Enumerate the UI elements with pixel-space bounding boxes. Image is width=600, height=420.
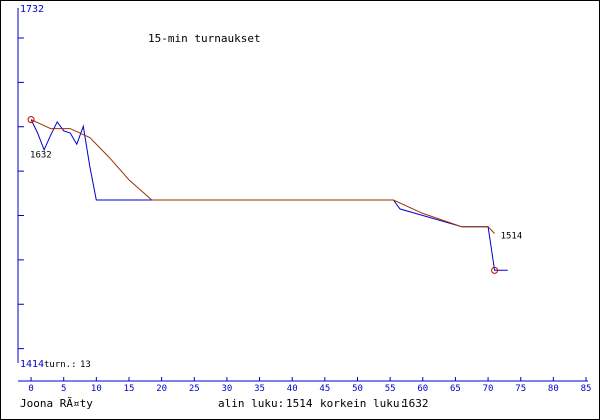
x-tick-label: 60	[417, 384, 428, 394]
x-tick-label: 45	[319, 384, 330, 394]
x-tick-label: 15	[124, 384, 135, 394]
point-marker-2	[491, 266, 499, 274]
series-layer	[30, 119, 508, 271]
x-tick-label: 80	[548, 384, 559, 394]
min-rating-label: alin luku:	[218, 397, 284, 410]
point-label-1: 1632	[30, 151, 52, 161]
markers-layer: 1632 1514	[27, 116, 523, 274]
chart-title: 15-min turnaukset	[148, 32, 261, 45]
x-tick-label: 20	[156, 384, 167, 394]
games-count: 13	[80, 360, 91, 370]
series-line-1	[30, 119, 508, 271]
x-tick-label: 50	[352, 384, 363, 394]
end-rating-label: 1514	[501, 232, 523, 242]
min-rating-value: 1514	[286, 397, 313, 410]
x-tick-label: 30	[221, 384, 232, 394]
x-tick-label: 40	[287, 384, 298, 394]
x-tick-label: 55	[385, 384, 396, 394]
series-line-2	[30, 119, 495, 234]
x-tick-label: 85	[581, 384, 592, 394]
x-tick-label: 25	[189, 384, 200, 394]
x-tick-label: 65	[450, 384, 461, 394]
games-label: turn.:	[44, 360, 77, 370]
x-tick-label: 5	[61, 384, 66, 394]
y-max-label: 1732	[20, 4, 44, 15]
x-tick-label: 35	[254, 384, 265, 394]
max-rating-label: korkein luku:	[320, 397, 406, 410]
x-tick-label: 75	[515, 384, 526, 394]
x-tick-label: 10	[91, 384, 102, 394]
max-rating-value: 1632	[402, 397, 429, 410]
x-tick-label: 0	[28, 384, 33, 394]
player-name: Joona RÃ¤ty	[20, 397, 93, 410]
x-tick-label: 70	[483, 384, 494, 394]
point-marker-1	[27, 116, 35, 124]
axes-layer: 0 5 10 15 20 25 30 35 40 45 50 55 60 65 70 75 80 85	[17, 8, 592, 394]
y-min-label: 1414	[20, 359, 44, 370]
